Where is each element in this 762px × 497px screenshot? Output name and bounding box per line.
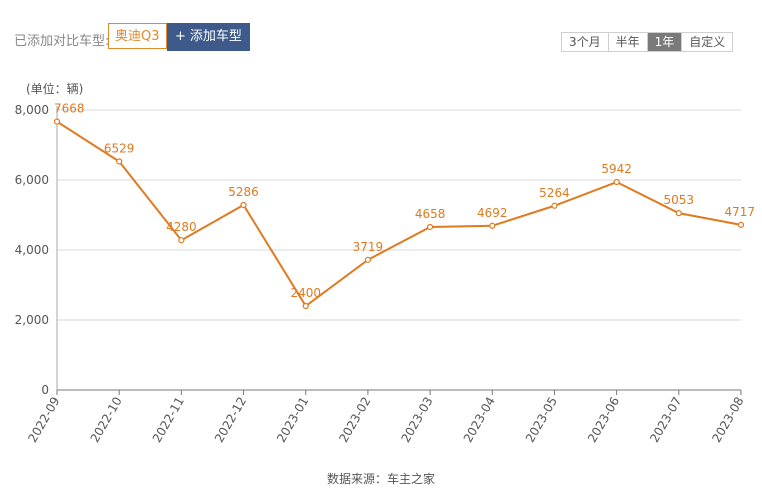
x-tick-label: 2023-07 [647, 395, 684, 445]
data-label: 4658 [415, 207, 446, 221]
data-label: 6529 [104, 141, 135, 155]
x-tick-label: 2023-03 [398, 395, 435, 445]
data-point [675, 210, 682, 217]
data-point [302, 302, 309, 310]
data-label: 4717 [724, 205, 755, 219]
x-tick-label: 2023-01 [274, 395, 311, 445]
x-tick-label: 2023-02 [336, 395, 373, 445]
range-half-year[interactable]: 半年 [608, 33, 648, 51]
data-label: 4692 [477, 206, 508, 220]
data-point [53, 118, 61, 125]
time-range-selector: 3个月 半年 1年 自定义 [561, 32, 734, 52]
series-line [56, 120, 742, 308]
y-tick-label: 2,000 [15, 313, 49, 327]
data-point [178, 237, 185, 244]
added-models-label: 已添加对比车型: [14, 34, 110, 49]
toolbar: 已添加对比车型: 奥迪Q3 + 添加车型 3个月 半年 1年 自定义 [0, 0, 762, 60]
data-label: 5053 [664, 193, 695, 207]
x-tick-label: 2022-10 [88, 395, 125, 445]
data-point [613, 178, 620, 186]
data-label: 2400 [290, 286, 321, 300]
x-tick-label: 2023-05 [523, 395, 560, 445]
data-label: 3719 [353, 240, 384, 254]
data-point [551, 202, 558, 209]
data-label: 5264 [539, 186, 570, 200]
y-tick-label: 6,000 [15, 173, 49, 187]
data-label: 4280 [166, 220, 197, 234]
range-custom[interactable]: 自定义 [682, 33, 733, 51]
add-model-button[interactable]: + 添加车型 [167, 23, 250, 51]
sales-line-chart: (单位：辆) 0 2,000 4,000 6,000 8,000 2022-09 2022-1… [15, 81, 755, 445]
range-3-months[interactable]: 3个月 [562, 33, 609, 51]
data-point [116, 158, 123, 165]
y-tick-label: 8,000 [15, 103, 49, 117]
range-1-year[interactable]: 1年 [647, 33, 683, 51]
data-point [426, 223, 434, 231]
x-tick-label: 2023-06 [585, 395, 622, 445]
add-model-label: 添加车型 [189, 29, 242, 44]
data-label: 5286 [228, 185, 259, 199]
y-unit-label: (单位：辆) [26, 81, 83, 96]
y-tick-label: 0 [41, 383, 49, 397]
data-point [364, 256, 372, 263]
data-point [737, 221, 745, 229]
x-tick-label: 2022-09 [25, 395, 62, 445]
data-label: 5942 [601, 162, 632, 176]
data-point [240, 201, 247, 209]
data-source: 数据来源：车主之家 [326, 472, 435, 486]
plus-icon: + [175, 29, 186, 44]
x-tick-label: 2022-12 [212, 395, 249, 445]
data-point [489, 222, 496, 229]
data-label: 7668 [54, 102, 85, 116]
x-tick-label: 2023-08 [709, 395, 746, 445]
y-tick-label: 4,000 [15, 243, 49, 257]
car-model-tag[interactable]: 奥迪Q3 [108, 23, 167, 49]
x-tick-label: 2022-11 [150, 395, 187, 445]
x-tick-label: 2023-04 [461, 394, 498, 444]
